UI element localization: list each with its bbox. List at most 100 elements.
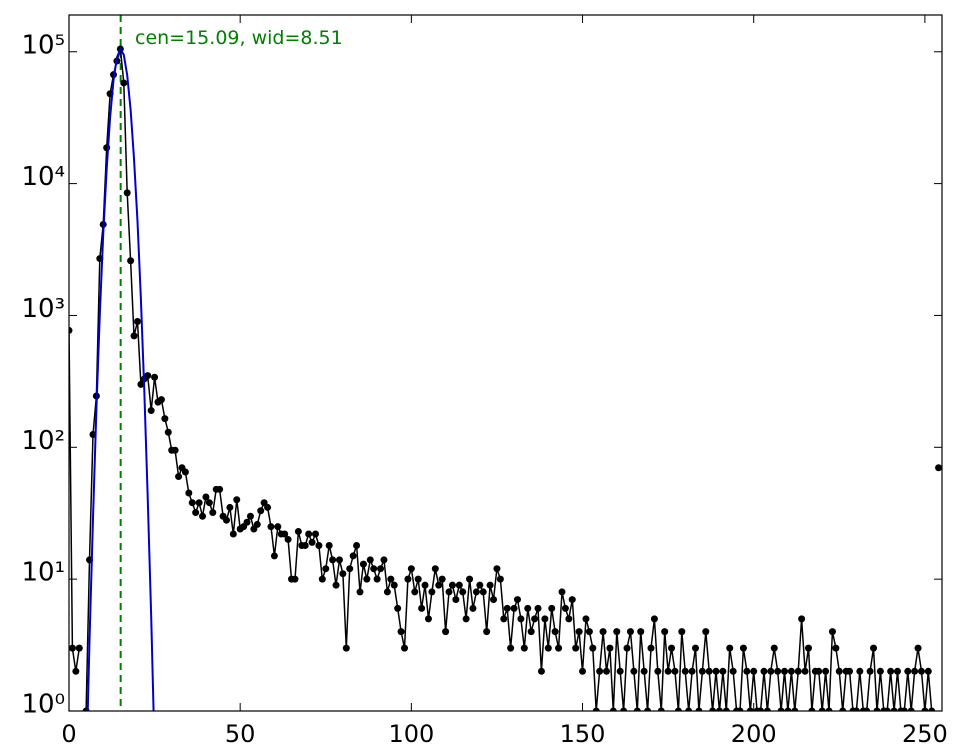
data-point — [188, 499, 196, 507]
data-point — [883, 707, 891, 711]
x-tick-label: 0 — [61, 720, 76, 748]
data-point — [520, 644, 528, 652]
data-point — [781, 667, 789, 675]
data-point — [284, 535, 292, 543]
data-point — [490, 596, 498, 604]
data-point — [750, 667, 758, 675]
data-point — [852, 707, 860, 711]
data-point — [424, 615, 432, 623]
data-point — [606, 644, 614, 652]
data-point — [914, 644, 922, 652]
data-point — [311, 530, 319, 538]
data-point — [798, 615, 806, 623]
data-point — [394, 604, 402, 612]
data-point — [579, 667, 587, 675]
data-point — [216, 485, 224, 493]
data-point — [623, 644, 631, 652]
data-point — [555, 644, 563, 652]
data-point — [630, 667, 638, 675]
data-point — [743, 667, 751, 675]
data-point — [202, 493, 210, 501]
data-point — [568, 596, 576, 604]
y-tick-label: 10⁵ — [21, 30, 65, 60]
y-tick-label: 10³ — [21, 294, 65, 324]
x-tick-label: 150 — [560, 720, 606, 748]
data-point — [270, 552, 278, 560]
data-point — [517, 615, 525, 623]
data-point — [185, 489, 193, 497]
data-point — [534, 604, 542, 612]
data-point — [791, 707, 799, 711]
data-point — [246, 512, 254, 520]
data-point — [654, 667, 662, 675]
x-tick-label: 50 — [225, 720, 256, 748]
data-point — [784, 707, 792, 711]
data-point — [887, 667, 895, 675]
data-point — [493, 565, 501, 573]
data-point — [175, 473, 183, 481]
data-point — [377, 565, 385, 573]
annotation: cen=15.09, wid=8.51 — [135, 27, 343, 49]
data-point — [582, 615, 590, 623]
data-point — [418, 604, 426, 612]
data-point — [462, 615, 470, 623]
data-point — [650, 615, 658, 623]
data-point — [537, 667, 545, 675]
data-point — [147, 407, 155, 415]
data-point — [339, 570, 347, 578]
data-point — [664, 667, 672, 675]
data-point — [356, 588, 364, 596]
data-point — [226, 503, 234, 511]
data-point — [209, 509, 217, 517]
data-point — [917, 667, 925, 675]
data-point — [760, 667, 768, 675]
data-point — [828, 628, 836, 636]
data-point — [500, 615, 508, 623]
data-point — [472, 588, 480, 596]
data-point — [695, 707, 703, 711]
data-point — [794, 667, 802, 675]
data-point — [524, 604, 532, 612]
data-point — [507, 644, 515, 652]
data-point — [712, 667, 720, 675]
data-point — [541, 615, 549, 623]
data-point — [305, 530, 313, 538]
data-point — [705, 667, 713, 675]
data-point — [452, 596, 460, 604]
data-point — [329, 556, 337, 564]
data-point — [839, 707, 847, 711]
data-point — [616, 667, 624, 675]
data-point — [510, 604, 518, 612]
data-point — [626, 628, 634, 636]
fit-curve — [86, 46, 155, 711]
data-point — [483, 628, 491, 636]
data-point — [832, 644, 840, 652]
y-tick-label: 10⁰ — [21, 690, 65, 720]
data-point — [825, 707, 833, 711]
data-point — [291, 575, 299, 583]
data-point — [157, 396, 165, 404]
data-point — [835, 667, 843, 675]
data-point — [503, 604, 511, 612]
data-point — [729, 667, 737, 675]
data-point — [318, 575, 326, 583]
data-point — [702, 628, 710, 636]
data-point — [565, 615, 573, 623]
data-point — [401, 644, 409, 652]
data-point — [308, 538, 316, 546]
data-point — [380, 556, 388, 564]
data-point — [715, 707, 723, 711]
data-point — [513, 596, 521, 604]
axes-frame — [68, 14, 943, 712]
data-point — [390, 581, 398, 589]
data-point — [428, 588, 436, 596]
y-tick-label: 10⁴ — [21, 162, 65, 192]
data-point — [448, 581, 456, 589]
data-point — [671, 667, 679, 675]
data-point — [846, 667, 854, 675]
data-point — [75, 644, 83, 652]
data-point — [602, 667, 610, 675]
data-point — [431, 565, 439, 573]
data-point — [661, 628, 669, 636]
